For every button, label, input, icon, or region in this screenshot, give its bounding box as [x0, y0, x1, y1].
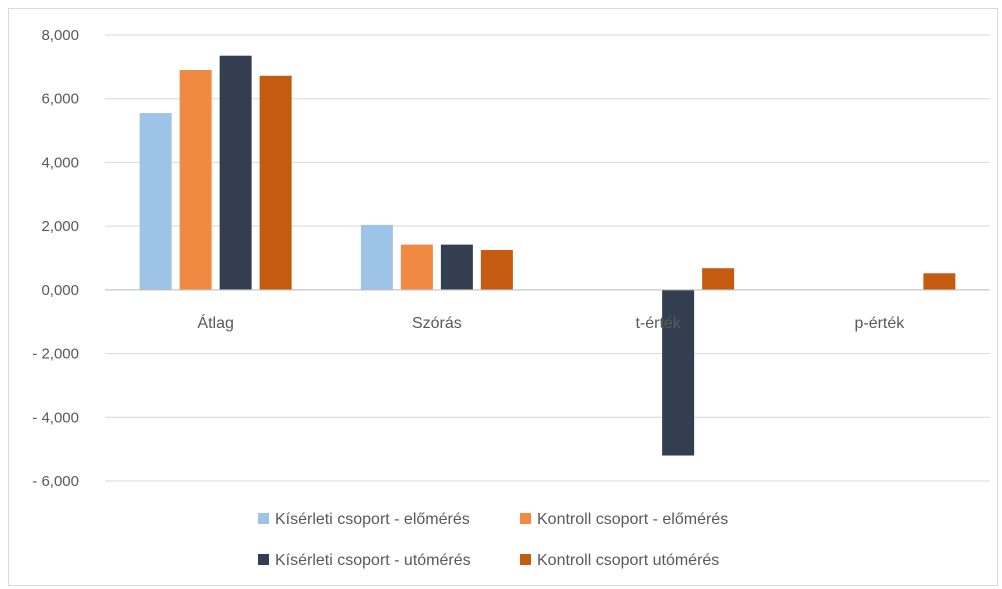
category-label: t-érték	[635, 315, 681, 332]
legend: Kísérleti csoport - előmérés Kontroll cso…	[258, 511, 728, 569]
legend-label: Kísérleti csoport - utómérés	[275, 552, 471, 569]
bar	[360, 224, 393, 290]
legend-label: Kísérleti csoport - előmérés	[275, 511, 470, 528]
bar	[400, 244, 433, 290]
legend-swatch	[258, 513, 269, 524]
bars	[139, 55, 956, 456]
bar	[923, 273, 956, 290]
bar	[179, 70, 212, 290]
bar	[662, 289, 695, 456]
legend-swatch	[258, 554, 269, 565]
y-axis-ticks: 8,000 6,000 4,000 2,000 0,000 - 2,000 - 4,000 -…	[32, 27, 79, 490]
legend-swatch	[520, 513, 531, 524]
y-tick-label: 6,000	[41, 91, 79, 108]
y-tick-label: 4,000	[41, 154, 79, 171]
bar	[702, 268, 735, 290]
category-label: Szórás	[412, 315, 462, 332]
y-tick-label: - 4,000	[32, 409, 79, 426]
chart-frame	[8, 8, 998, 586]
y-tick-label: 0,000	[41, 282, 79, 299]
bar	[219, 55, 252, 290]
bar	[139, 113, 172, 290]
category-labels: Átlag Szórás t-érték p-érték	[197, 313, 905, 332]
bar	[480, 250, 513, 290]
bar	[440, 244, 473, 290]
category-label: p-érték	[854, 315, 905, 332]
y-tick-label: 8,000	[41, 27, 79, 44]
category-label: Átlag	[197, 313, 233, 332]
y-tick-label: - 2,000	[32, 346, 79, 363]
bar	[259, 75, 292, 290]
y-tick-label: - 6,000	[32, 473, 79, 490]
legend-swatch	[520, 554, 531, 565]
y-tick-label: 2,000	[41, 218, 79, 235]
legend-label: Kontroll csoport - előmérés	[537, 511, 728, 528]
legend-label: Kontroll csoport utómérés	[537, 552, 719, 569]
